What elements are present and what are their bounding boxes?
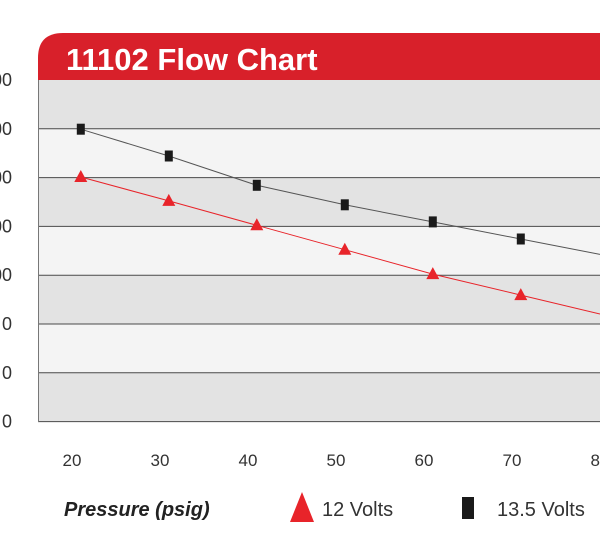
data-point-triangle (250, 218, 264, 231)
data-point-square (164, 150, 173, 162)
data-point-triangle (514, 288, 528, 301)
data-point-triangle (426, 267, 440, 280)
plot-band (38, 177, 600, 227)
x-axis-label: Pressure (psig) (64, 499, 210, 521)
x-tick-label: 60 (415, 451, 434, 470)
y-tick-label: 0 (2, 314, 12, 334)
legend: 12 Volts 13.5 Volts (290, 492, 585, 522)
plot-band (38, 372, 600, 422)
y-tick-label: 00 (0, 70, 12, 90)
plot-band (38, 324, 600, 373)
y-tick-label: 00 (0, 119, 12, 139)
data-point-triangle (162, 193, 176, 206)
x-tick-label: 30 (151, 451, 170, 470)
plot-band (38, 128, 600, 178)
y-tick-label: 00 (0, 265, 12, 285)
x-tick-labels: 20 30 40 50 60 70 80 (63, 451, 600, 470)
plot-band (38, 226, 600, 276)
legend-label-13-5-volts: 13.5 Volts (497, 499, 585, 521)
x-tick-label: 50 (327, 451, 346, 470)
x-tick-label: 20 (63, 451, 82, 470)
x-tick-label: 70 (503, 451, 522, 470)
legend-label-12-volts: 12 Volts (322, 499, 393, 521)
legend-marker-12-volts (290, 492, 314, 522)
x-tick-label: 80 (591, 451, 600, 470)
plot-bands (38, 80, 600, 422)
legend-marker-13-5-volts (462, 497, 474, 519)
data-point-square (428, 216, 437, 228)
y-tick-label: 0 (2, 412, 12, 432)
chart-title: 11102 Flow Chart (66, 42, 318, 77)
title-banner (38, 33, 600, 80)
data-point-triangle (338, 242, 352, 255)
plot-band (38, 80, 600, 129)
y-tick-label: 0 (2, 363, 12, 383)
gridlines (38, 128, 600, 423)
data-point-square (516, 233, 525, 245)
plot-band (38, 275, 600, 324)
y-tick-labels: 0000000000000 (0, 70, 12, 432)
x-tick-label: 40 (239, 451, 258, 470)
data-point-square (340, 199, 349, 211)
y-tick-label: 00 (0, 216, 12, 236)
data-point-square (252, 179, 261, 191)
data-point-triangle (74, 170, 88, 182)
y-tick-label: 00 (0, 168, 12, 188)
data-point-square (76, 123, 85, 135)
series-layer (74, 123, 600, 315)
